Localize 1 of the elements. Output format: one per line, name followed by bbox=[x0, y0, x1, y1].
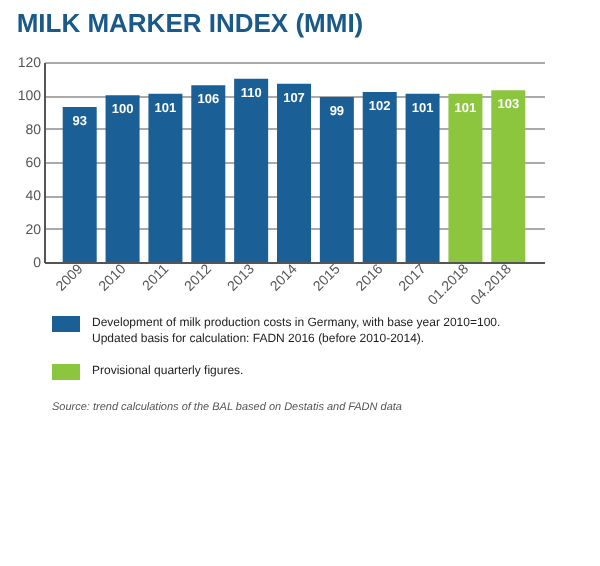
chart-title: MILK MARKER INDEX (MMI) bbox=[16, 8, 364, 38]
